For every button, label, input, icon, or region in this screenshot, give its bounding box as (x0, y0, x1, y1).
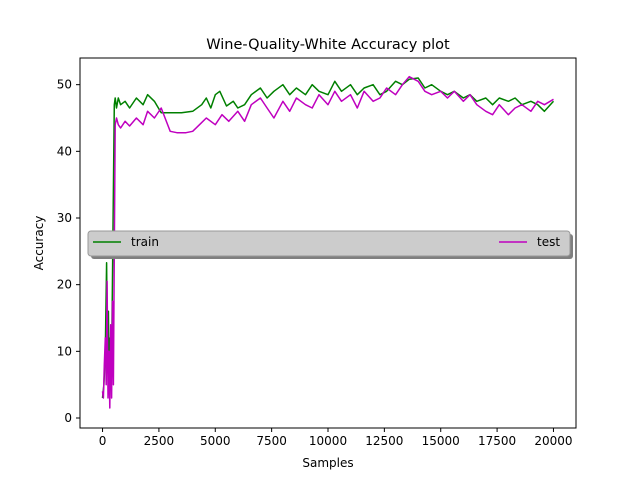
y-tick-label: 20 (57, 278, 72, 292)
y-tick-label: 50 (57, 78, 72, 92)
legend-box (87, 230, 571, 257)
series-layer (101, 75, 555, 409)
series-line-test (101, 75, 554, 409)
legend-label-test: test (537, 235, 560, 249)
x-tick-label: 5000 (200, 434, 231, 448)
x-axis-ticks: 0 2500 5000 7500 10000 12500 15000 17500 20000 (99, 428, 573, 448)
x-tick-label: 10000 (309, 434, 347, 448)
chart-title: Wine-Quality-White Accuracy plot (206, 37, 450, 53)
x-tick-label: 20000 (534, 434, 572, 448)
y-tick-label: 30 (57, 211, 72, 225)
legend: train test (87, 230, 573, 259)
x-tick-label: 2500 (144, 434, 175, 448)
y-tick-label: 0 (64, 411, 72, 425)
y-tick-label: 40 (57, 144, 72, 158)
x-tick-label: 15000 (422, 434, 460, 448)
x-tick-label: 12500 (365, 434, 403, 448)
x-tick-label: 0 (99, 434, 107, 448)
y-axis-ticks: 0 10 20 30 40 50 (57, 78, 80, 425)
x-tick-label: 7500 (256, 434, 287, 448)
x-axis-label: Samples (302, 456, 353, 470)
legend-label-train: train (131, 235, 159, 249)
y-tick-label: 10 (57, 344, 72, 358)
x-tick-label: 17500 (478, 434, 516, 448)
y-axis-label: Accuracy (32, 216, 46, 271)
series-line-train (101, 77, 555, 399)
